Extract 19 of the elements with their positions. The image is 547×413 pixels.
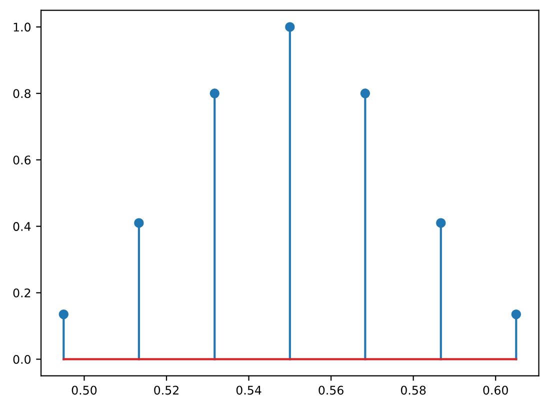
point [134, 218, 144, 228]
x-tick-label: 0.60 [483, 386, 508, 395]
y-tick-label: 0.6 [13, 156, 31, 165]
point [210, 88, 220, 98]
x-tick-label: 0.54 [236, 386, 262, 395]
x-tick-label: 0.52 [154, 386, 178, 395]
point [360, 88, 370, 98]
x-tick-label: 0.50 [72, 386, 97, 395]
point [58, 309, 69, 320]
y-tick-label: 0.8 [13, 89, 30, 98]
point [511, 309, 522, 320]
y-tick-label: 0.4 [13, 222, 31, 231]
y-tick-label: 0.2 [13, 288, 30, 298]
point [285, 22, 295, 32]
x-tick-label: 0.56 [318, 386, 344, 395]
y-tick-label: 0.0 [13, 354, 31, 364]
x-tick-label: 0.58 [400, 386, 426, 395]
point [436, 218, 446, 228]
y-tick-label: 1.0 [14, 22, 31, 32]
